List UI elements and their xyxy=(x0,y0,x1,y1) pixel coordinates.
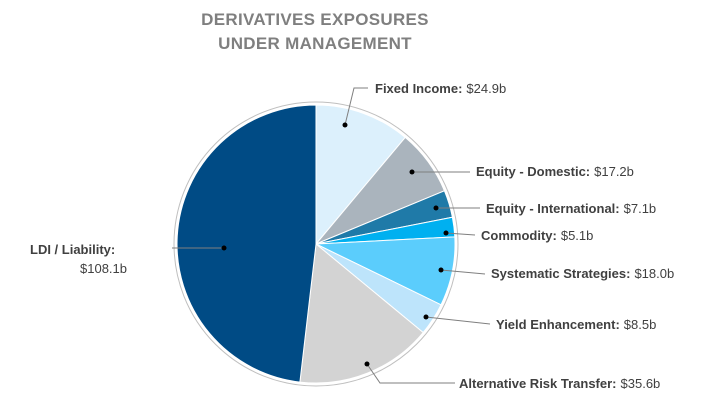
label-group-equity-domestic: Equity - Domestic: $17.2b xyxy=(409,164,634,179)
chart-title: DERIVATIVES EXPOSURES UNDER MANAGEMENT xyxy=(150,8,480,56)
leader-dot-fixed-income xyxy=(342,122,348,128)
label-group-alternative-risk-transfer: Alternative Risk Transfer: $35.6b xyxy=(364,361,660,391)
data-label-commodity: Commodity: $5.1b xyxy=(481,228,593,243)
label-name: Equity - Domestic: xyxy=(476,164,590,179)
leader-dot-commodity xyxy=(443,230,449,236)
leader-dot-systematic-strategies xyxy=(438,267,444,273)
leader-line-alternative-risk-transfer xyxy=(366,363,455,384)
label-name: Fixed Income: xyxy=(375,81,462,96)
label-value: $5.1b xyxy=(561,228,594,243)
leader-line-commodity xyxy=(445,232,476,236)
label-name: Equity - International: xyxy=(486,201,620,216)
leader-dot-alternative-risk-transfer xyxy=(364,361,370,367)
leader-dot-ldi-liability xyxy=(221,245,227,251)
data-label-equity-domestic: Equity - Domestic: $17.2b xyxy=(476,164,634,179)
data-label-fixed-income: Fixed Income: $24.9b xyxy=(375,81,506,96)
leader-dot-equity-international xyxy=(433,205,439,211)
pie-slice-alternative-risk-transfer xyxy=(299,243,424,384)
label-name: Systematic Strategies: xyxy=(491,266,630,281)
data-label-ldi-liability: LDI / Liability: $108.1b xyxy=(30,242,127,276)
data-label-alternative-risk-transfer: Alternative Risk Transfer: $35.6b xyxy=(459,376,660,391)
label-value: $7.1b xyxy=(624,201,657,216)
data-label-systematic-strategies: Systematic Strategies: $18.0b xyxy=(491,266,674,281)
label-group-commodity: Commodity: $5.1b xyxy=(443,228,593,243)
pie-outline xyxy=(173,101,459,387)
leader-line-fixed-income xyxy=(344,87,368,126)
label-value: $108.1b xyxy=(80,261,127,276)
label-group-fixed-income: Fixed Income: $24.9b xyxy=(342,81,506,128)
pie-slice-fixed-income xyxy=(315,104,406,246)
leader-line-systematic-strategies xyxy=(440,269,486,275)
label-group-equity-international: Equity - International: $7.1b xyxy=(433,201,656,216)
leader-dot-yield-enhancement xyxy=(423,314,429,320)
pie-slice-ldi-liability xyxy=(176,104,317,383)
leader-line-yield-enhancement xyxy=(425,316,491,325)
label-name: Alternative Risk Transfer: xyxy=(459,376,617,391)
label-name: Commodity: xyxy=(481,228,557,243)
label-value: $35.6b xyxy=(621,376,661,391)
data-label-equity-international: Equity - International: $7.1b xyxy=(486,201,656,216)
data-label-yield-enhancement: Yield Enhancement: $8.5b xyxy=(496,317,656,332)
label-group-yield-enhancement: Yield Enhancement: $8.5b xyxy=(423,314,656,332)
label-value: $17.2b xyxy=(594,164,634,179)
label-group-systematic-strategies: Systematic Strategies: $18.0b xyxy=(438,266,674,281)
leader-dot-equity-domestic xyxy=(409,169,415,175)
chart-title-line-1: DERIVATIVES EXPOSURES xyxy=(201,10,429,29)
label-value: $18.0b xyxy=(634,266,674,281)
chart-title-line-2: UNDER MANAGEMENT xyxy=(218,34,412,53)
label-name: LDI / Liability: xyxy=(30,242,115,257)
label-name: Yield Enhancement: xyxy=(496,317,620,332)
label-group-ldi-liability: LDI / Liability: $108.1b xyxy=(30,242,227,276)
label-value: $8.5b xyxy=(624,317,657,332)
label-value: $24.9b xyxy=(466,81,506,96)
